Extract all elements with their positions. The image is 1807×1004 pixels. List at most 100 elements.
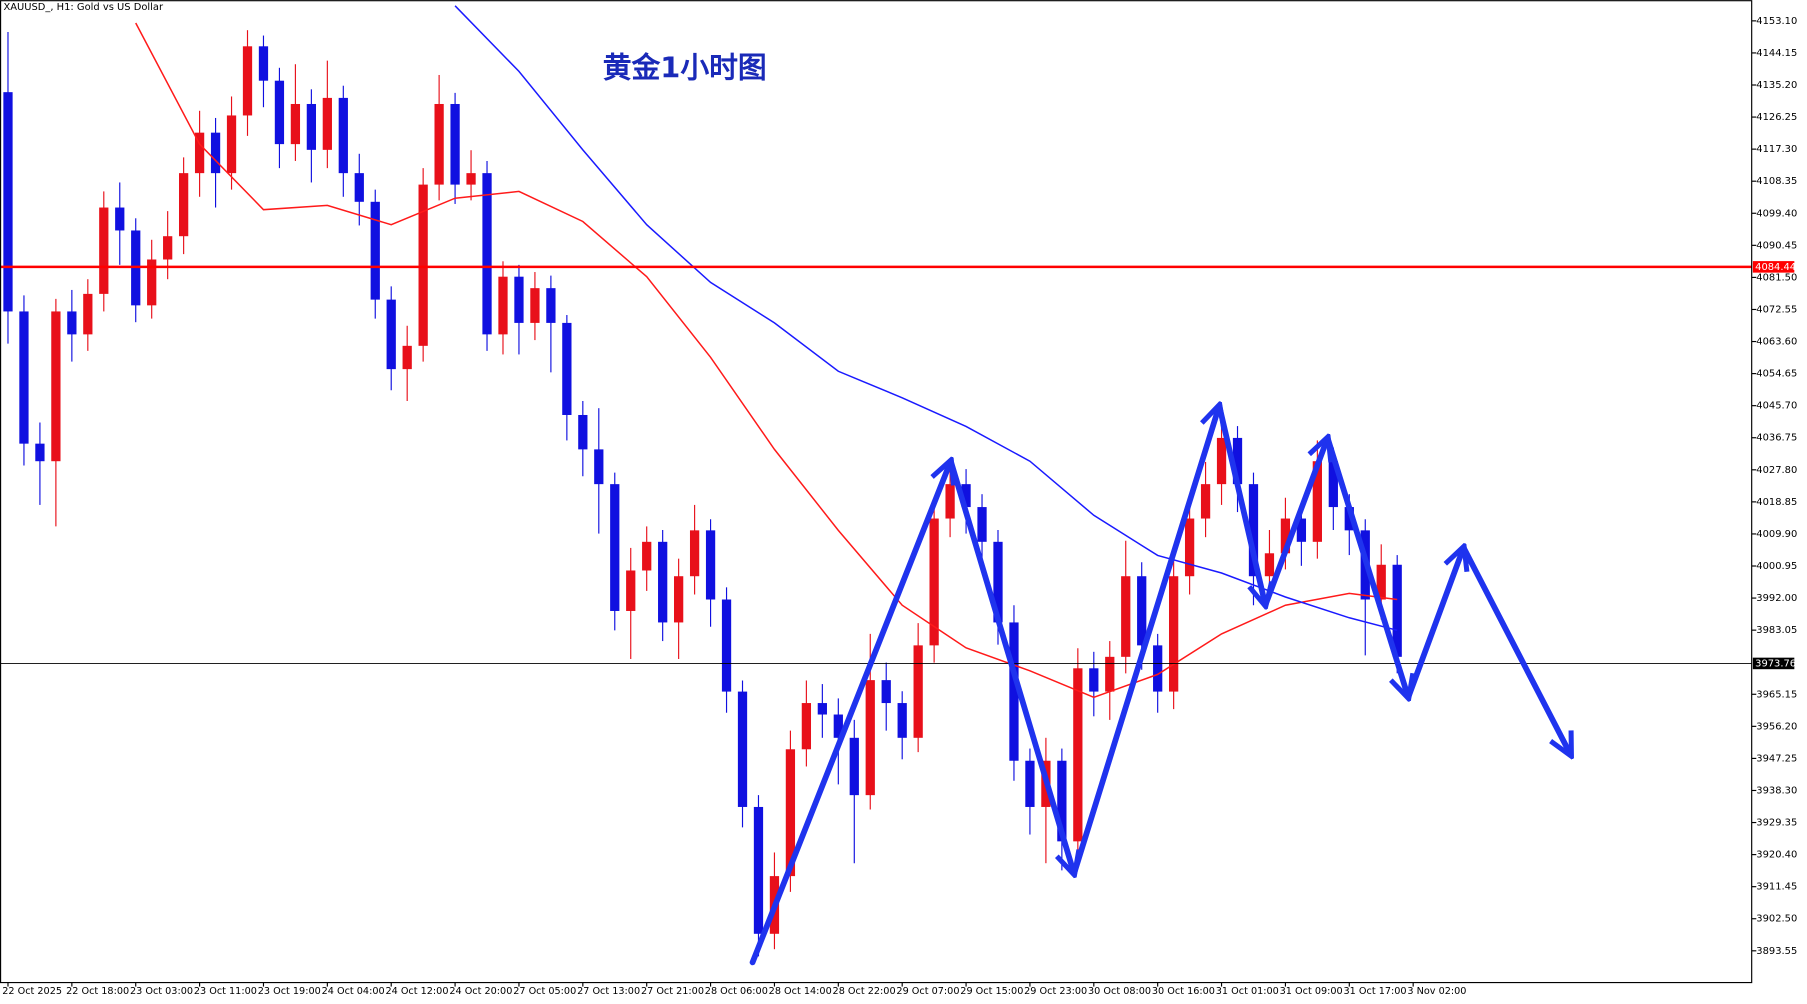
y-tick-label: 4027.80 <box>1756 465 1797 476</box>
candle-body <box>1073 668 1083 842</box>
arrow <box>1405 548 1463 701</box>
price-label-box <box>1752 261 1795 273</box>
candle-body <box>1057 760 1067 842</box>
candle-body <box>226 115 237 174</box>
candle-body <box>594 449 604 485</box>
x-tick-label: 3 Nov 02:00 <box>1407 986 1466 997</box>
x-tick-label: 28 Oct 22:00 <box>833 986 896 997</box>
y-tick-label: 4081.50 <box>1756 272 1797 283</box>
x-tick-label: 30 Oct 08:00 <box>1088 986 1151 997</box>
plot-frame <box>0 0 1753 984</box>
candle-body <box>338 97 348 174</box>
arrow <box>1324 435 1409 697</box>
candle-body <box>562 322 572 415</box>
candle-body <box>785 749 796 877</box>
price-label-box <box>1752 657 1795 670</box>
y-tick-label: 3992.00 <box>1756 593 1797 604</box>
arrow <box>1216 402 1265 605</box>
annotation-arrows <box>749 402 1571 966</box>
candle-body <box>210 132 221 174</box>
candle-body <box>817 703 827 715</box>
candle-body <box>610 484 620 611</box>
candle-body <box>1105 656 1115 692</box>
x-tick-label: 23 Oct 19:00 <box>258 986 321 997</box>
candle-body <box>434 103 444 185</box>
arrow <box>1071 406 1219 877</box>
y-tick-label: 3902.50 <box>1756 914 1797 925</box>
y-tick-label: 3929.35 <box>1756 818 1797 829</box>
candle-body <box>753 806 764 934</box>
candle-body <box>1089 668 1099 692</box>
candle-body <box>258 46 269 81</box>
candle-body <box>179 173 189 237</box>
y-tick-label: 4090.45 <box>1756 240 1797 251</box>
candle-body <box>51 311 61 462</box>
y-tick-label: 3947.25 <box>1756 753 1797 764</box>
candle-body <box>1137 576 1147 646</box>
x-tick-label: 22 Oct 2025 <box>2 986 62 997</box>
x-tick-label: 23 Oct 03:00 <box>130 986 193 997</box>
price-label: 4084.44 <box>1755 262 1796 273</box>
y-tick-label: 3911.45 <box>1756 882 1797 893</box>
x-tick-label: 29 Oct 15:00 <box>960 986 1023 997</box>
y-tick-label: 3893.55 <box>1756 946 1797 957</box>
candle-body <box>3 92 13 312</box>
x-tick-label: 22 Oct 18:00 <box>66 986 129 997</box>
y-tick-label: 4117.30 <box>1756 144 1797 155</box>
x-tick-label: 27 Oct 21:00 <box>641 986 704 997</box>
y-tick-label: 4108.35 <box>1756 176 1797 187</box>
candle-body <box>1169 576 1179 692</box>
candle-body <box>1232 437 1243 485</box>
candle-body <box>546 288 556 323</box>
candle-body <box>658 541 668 623</box>
moving-average <box>135 22 1398 699</box>
candle-body <box>530 288 540 323</box>
x-tick-label: 23 Oct 11:00 <box>194 986 257 997</box>
candle-body <box>1184 518 1195 577</box>
price-label: 3973.76 <box>1755 658 1796 669</box>
candle-body <box>1344 507 1354 531</box>
candle-body <box>194 132 205 174</box>
candle-body <box>370 201 380 300</box>
x-tick-label: 24 Oct 20:00 <box>449 986 512 997</box>
y-tick-label: 4135.20 <box>1756 80 1797 91</box>
candle-body <box>386 299 396 370</box>
y-tick-label: 3983.05 <box>1756 625 1797 636</box>
candle-body <box>1121 576 1131 657</box>
candle-body <box>418 184 428 346</box>
y-tick-label: 4153.10 <box>1756 16 1797 27</box>
candle-body <box>450 103 460 185</box>
candle-body <box>99 207 109 294</box>
candle-body <box>626 570 636 611</box>
candle-body <box>993 541 1003 623</box>
candle-body <box>705 530 716 600</box>
x-tick-label: 24 Oct 04:00 <box>322 986 385 997</box>
candle-body <box>163 236 173 260</box>
candle-body <box>290 103 301 145</box>
candle-body <box>721 599 732 692</box>
candle-body <box>147 259 157 306</box>
y-tick-label: 4036.75 <box>1756 433 1797 444</box>
candle-body <box>849 737 859 796</box>
candle-body <box>674 576 684 623</box>
y-tick-label: 4018.85 <box>1756 497 1797 508</box>
candle-body <box>482 173 492 335</box>
candle-body <box>737 691 748 807</box>
candle-body <box>945 484 955 519</box>
candle-body <box>67 311 77 335</box>
chart-title: 黄金1小时图 <box>603 50 767 84</box>
x-tick-label: 27 Oct 13:00 <box>577 986 640 997</box>
candle-body <box>865 680 875 796</box>
candle-body <box>115 207 125 231</box>
candle-body <box>689 530 700 577</box>
symbol-label: XAUUSD_, H1: Gold vs US Dollar <box>3 2 164 13</box>
y-tick-label: 4144.15 <box>1756 48 1797 59</box>
candle-body <box>929 518 939 646</box>
candle-body <box>1248 484 1259 577</box>
y-tick-label: 4054.65 <box>1756 369 1797 380</box>
candle-body <box>498 276 508 335</box>
y-tick-label: 3965.15 <box>1756 689 1797 700</box>
candle-body <box>1392 564 1402 657</box>
